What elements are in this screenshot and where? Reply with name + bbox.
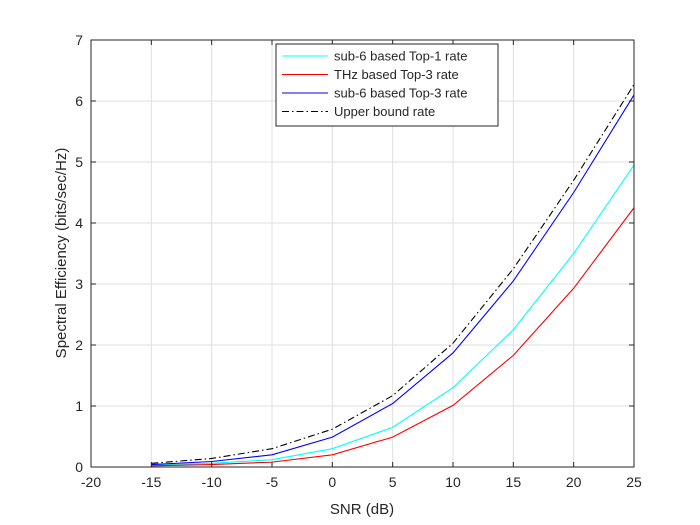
y-tick-label: 2 <box>75 337 83 353</box>
y-tick-label: 7 <box>75 32 83 48</box>
legend-label-1: sub-6 based Top-1 rate <box>334 49 467 64</box>
legend-label-3: sub-6 based Top-3 rate <box>334 86 467 101</box>
y-tick-label: 0 <box>75 459 83 475</box>
y-tick-label: 4 <box>75 215 83 231</box>
y-tick-label: 3 <box>75 276 83 292</box>
x-tick-label: 0 <box>328 474 336 490</box>
axis-ticks: -20 -15 -10 -5 0 5 10 15 20 25 0 1 2 3 4 5 6 7 <box>75 32 642 490</box>
legend-label-4: Upper bound rate <box>334 104 435 119</box>
x-axis-title: SNR (dB) <box>330 501 394 518</box>
y-tick-label: 1 <box>75 398 83 414</box>
x-tick-label: -15 <box>141 474 161 490</box>
plot-frame <box>90 39 635 468</box>
series-line-2 <box>151 207 635 467</box>
y-axis-title: Spectral Efficiency (bits/sec/Hz) <box>53 148 70 359</box>
series-line-1 <box>151 164 635 466</box>
legend-box <box>275 43 499 127</box>
y-tick-label: 5 <box>75 154 83 170</box>
x-tick-label: 5 <box>389 474 397 490</box>
legend-label-2: THz based Top-3 rate <box>334 67 459 82</box>
y-tick-label: 6 <box>75 93 83 109</box>
x-tick-label: 20 <box>566 474 582 490</box>
x-tick-label: -20 <box>81 474 101 490</box>
x-tick-label: -10 <box>202 474 222 490</box>
series-line-3 <box>151 94 635 466</box>
x-tick-label: 25 <box>626 474 642 490</box>
x-tick-label: -5 <box>266 474 279 490</box>
legend: sub-6 based Top-1 rate THz based Top-3 ra… <box>275 43 499 127</box>
series-lines <box>151 84 635 467</box>
x-tick-label: 15 <box>506 474 522 490</box>
x-tick-label: 10 <box>445 474 461 490</box>
